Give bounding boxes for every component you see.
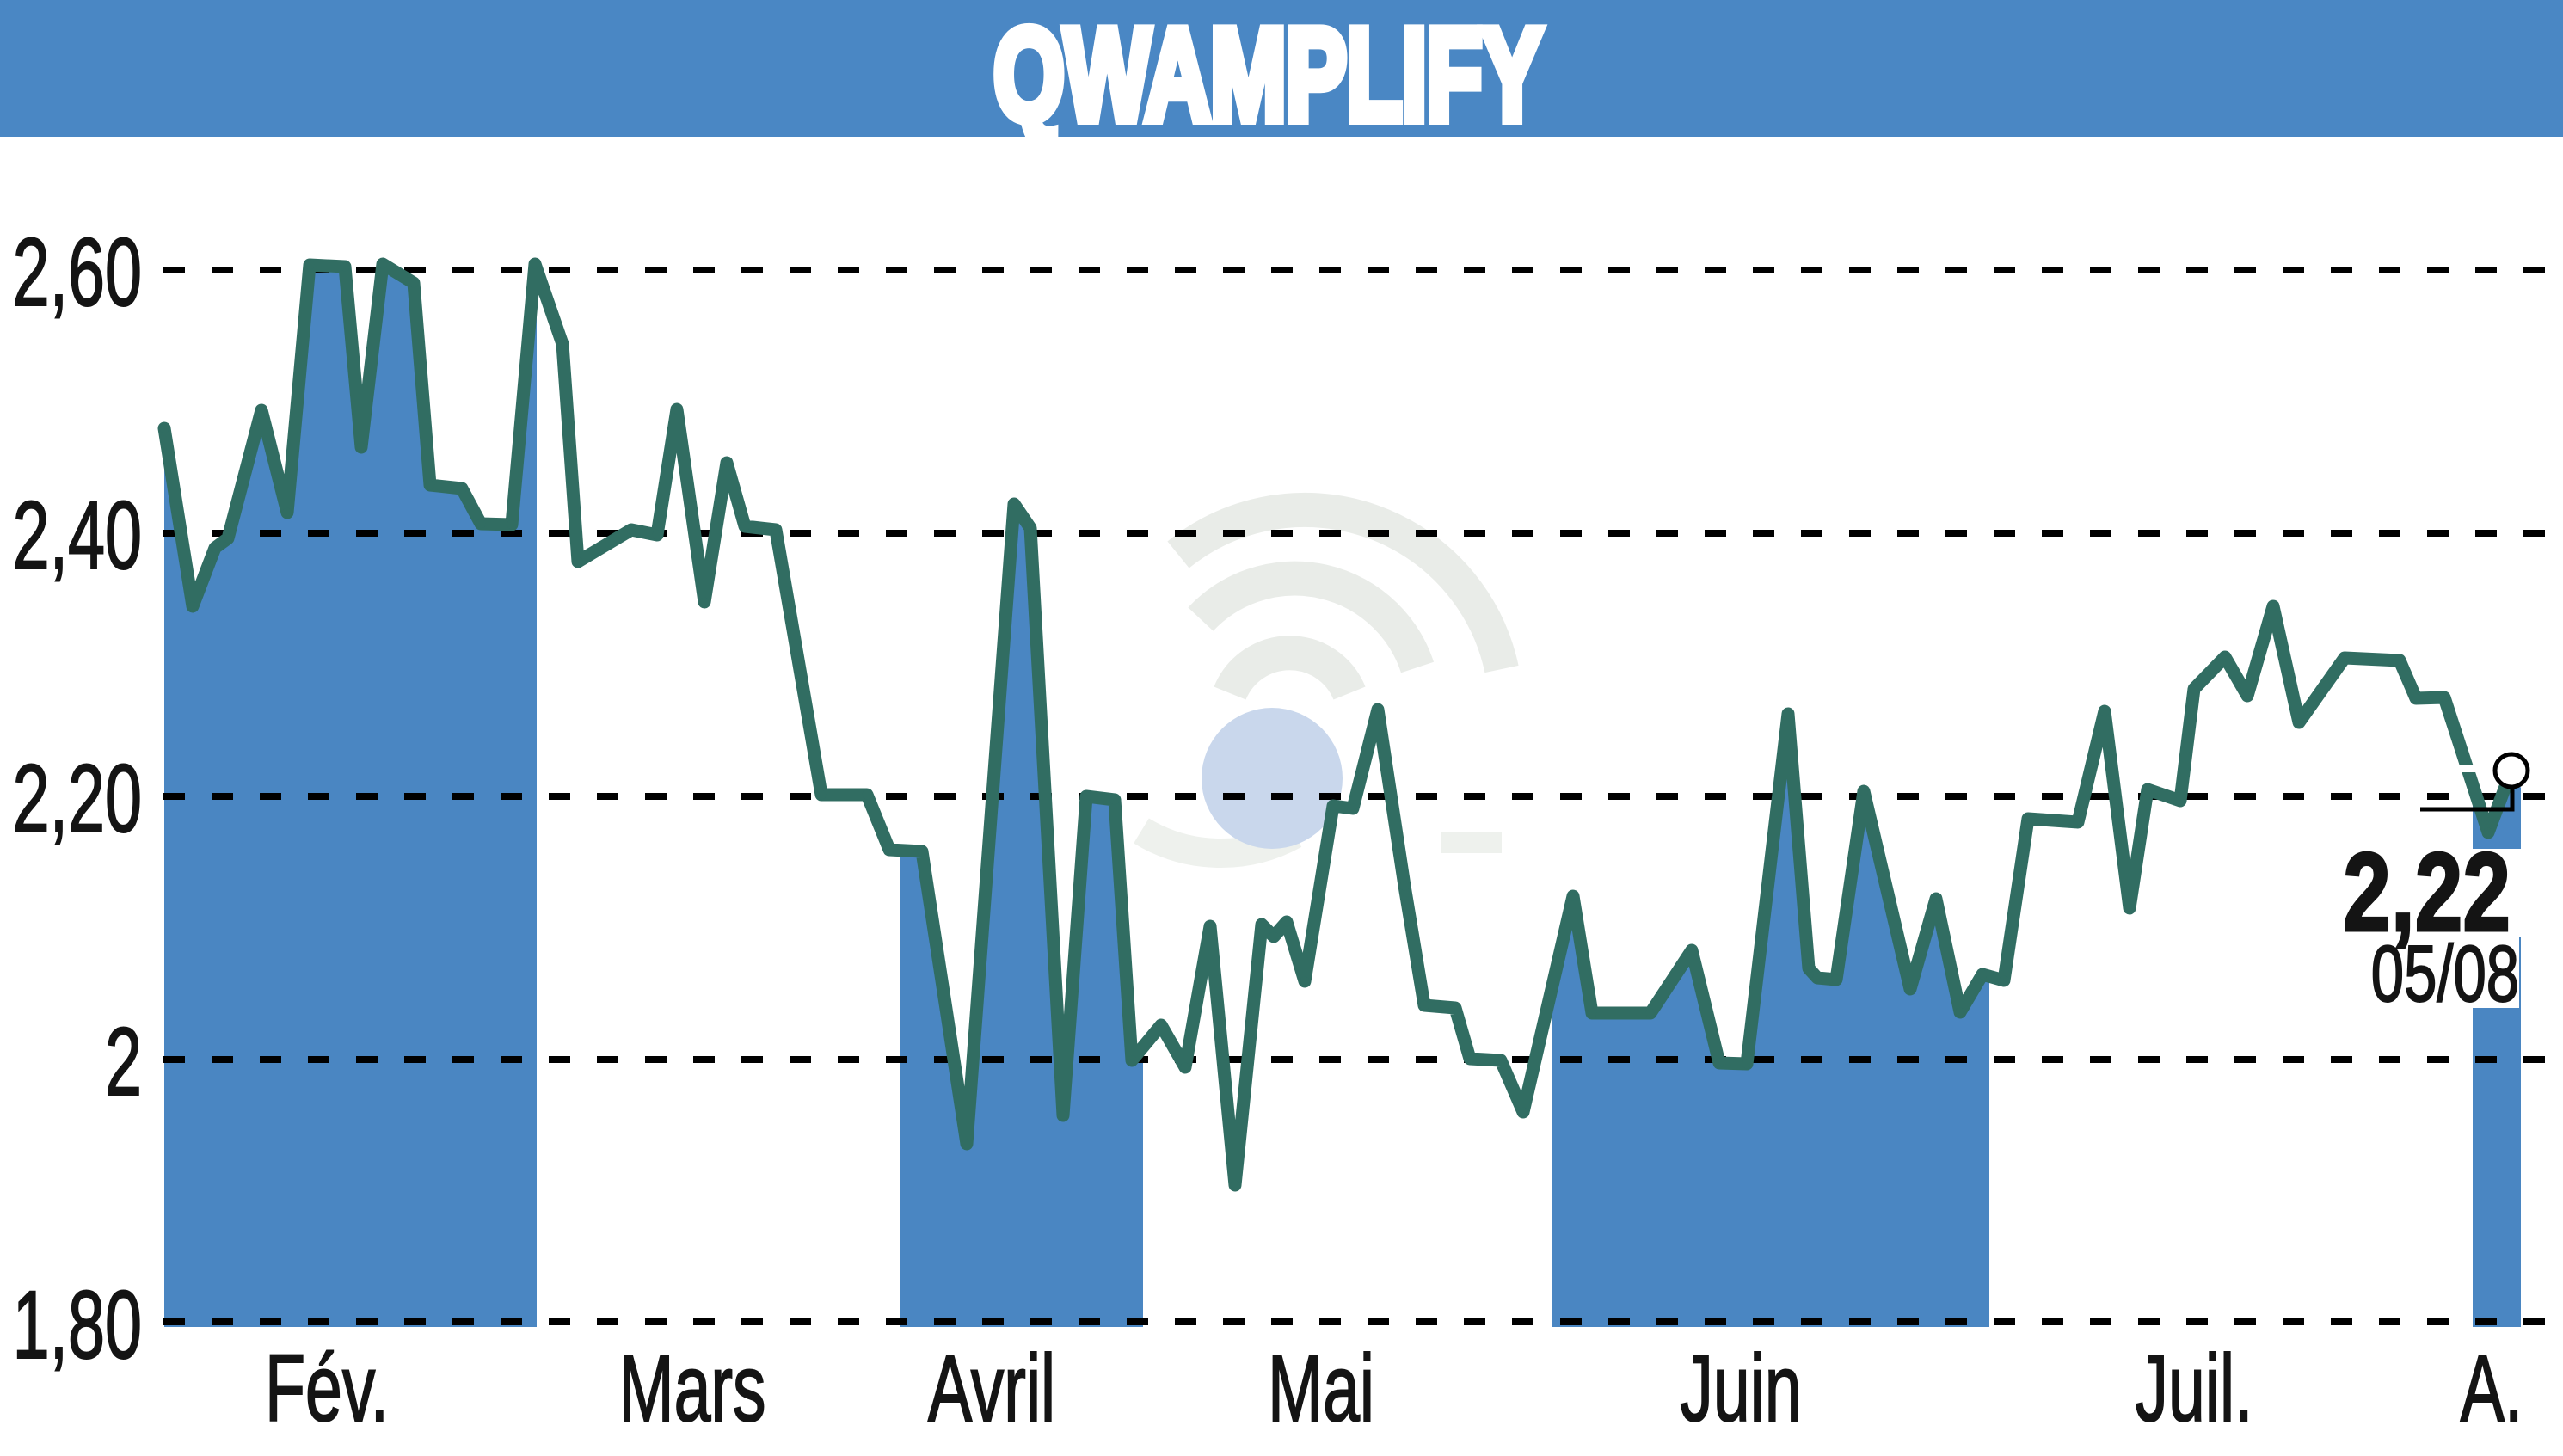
svg-text:2: 2 xyxy=(105,1009,142,1116)
svg-text:Juil.: Juil. xyxy=(2136,1336,2253,1442)
svg-text:A.: A. xyxy=(2461,1336,2523,1442)
svg-text:2,60: 2,60 xyxy=(13,219,142,327)
svg-text:Mai: Mai xyxy=(1268,1336,1374,1442)
svg-text:Juin: Juin xyxy=(1680,1336,1801,1442)
svg-text:QWAMPLIFY: QWAMPLIFY xyxy=(993,1,1542,147)
svg-text:Mars: Mars xyxy=(618,1336,765,1442)
svg-text:Avril: Avril xyxy=(928,1336,1055,1442)
svg-text:2,40: 2,40 xyxy=(13,482,142,590)
svg-text:Fév.: Fév. xyxy=(265,1336,389,1442)
svg-text:2,22: 2,22 xyxy=(2343,829,2511,955)
svg-text:2,20: 2,20 xyxy=(13,746,142,853)
svg-text:1,80: 1,80 xyxy=(13,1272,142,1379)
svg-text:05/08: 05/08 xyxy=(2371,930,2519,1018)
